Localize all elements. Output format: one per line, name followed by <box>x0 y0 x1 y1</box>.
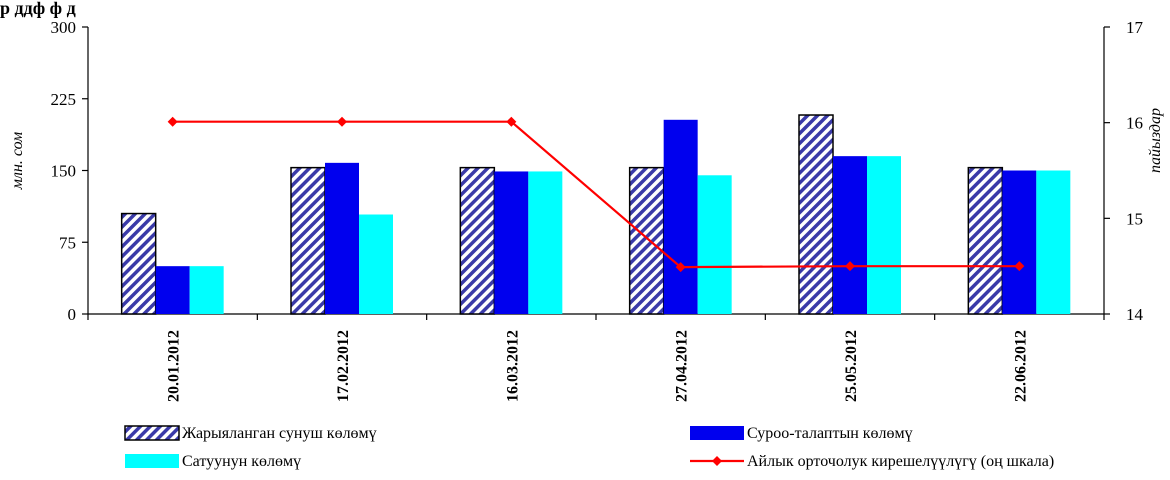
y-right-tick-label: 17 <box>1126 18 1144 37</box>
legend-item-4: Айлык орточолук кирешелүүлүгү (оң шкала) <box>690 453 1054 470</box>
bar-series-1 <box>290 166 326 315</box>
y-left-axis-title: млн. сом <box>9 132 26 190</box>
legend-label: Сатуунун көлөмү <box>182 453 301 470</box>
bar-series-3 <box>697 175 732 314</box>
legend-marker <box>712 456 722 466</box>
x-category-label: 27.04.2012 <box>674 330 691 402</box>
legend-item-1: Жарыяланган сунуш көлөмү <box>124 425 377 442</box>
line-point-marker <box>845 261 855 272</box>
legend-label: Суроо-талаптын көлөмү <box>747 425 913 442</box>
bar-series-3 <box>1036 170 1071 314</box>
line-point-marker <box>675 262 686 273</box>
legend-swatch <box>125 454 179 468</box>
y-right-tick-label: 16 <box>1126 114 1143 133</box>
x-category-label: 25.05.2012 <box>843 330 860 402</box>
bar-series-1 <box>120 212 157 315</box>
legend-label: Айлык орточолук кирешелүүлүгү (оң шкала) <box>747 453 1054 470</box>
bar-series-2 <box>155 266 190 314</box>
bar-series-3 <box>189 266 224 314</box>
line-point-marker <box>167 116 178 127</box>
legend-item-3: Сатуунун көлөмү <box>125 453 301 470</box>
bar-series-3 <box>359 214 393 314</box>
y-right-tick-label: 15 <box>1126 209 1143 228</box>
x-category-label: 20.01.2012 <box>166 330 183 402</box>
bar-series-3 <box>528 171 563 314</box>
bar-series-1 <box>798 114 834 315</box>
y-left-tick-label: 150 <box>51 162 77 181</box>
bar-series-2 <box>325 162 359 314</box>
bar-series-1 <box>628 166 665 315</box>
y-right-tick-label: 14 <box>1126 305 1144 324</box>
x-category-label: 16.03.2012 <box>504 330 521 402</box>
y-left-tick-label: 300 <box>51 18 77 37</box>
bar-series-2 <box>1002 170 1037 314</box>
bar-series-2 <box>663 119 698 315</box>
legend-item-2: Суроо-талаптын көлөмү <box>690 425 913 442</box>
bar-series-2 <box>833 156 867 314</box>
line-point-marker <box>506 116 517 127</box>
line-point-marker <box>337 116 347 127</box>
bar-series-1 <box>967 166 1004 315</box>
x-category-label: 22.06.2012 <box>1012 330 1029 402</box>
y-left-tick-label: 225 <box>51 90 77 109</box>
legend-label: Жарыяланган сунуш көлөмү <box>182 425 377 442</box>
bar-series-3 <box>867 156 901 314</box>
legend-swatch <box>690 426 744 440</box>
line-series <box>172 120 1020 269</box>
y-left-tick-label: 75 <box>59 233 76 252</box>
y-left-tick-label: 0 <box>68 305 77 324</box>
x-category-label: 17.02.2012 <box>335 330 352 402</box>
chart-title-fragment: р ддф ф д <box>0 0 76 18</box>
line-point-marker <box>1014 261 1025 272</box>
bar-series-1 <box>459 166 496 315</box>
bar-series-2 <box>494 171 529 314</box>
y-right-axis-title: пайыздар <box>1147 108 1164 173</box>
legend-swatch <box>124 425 180 441</box>
